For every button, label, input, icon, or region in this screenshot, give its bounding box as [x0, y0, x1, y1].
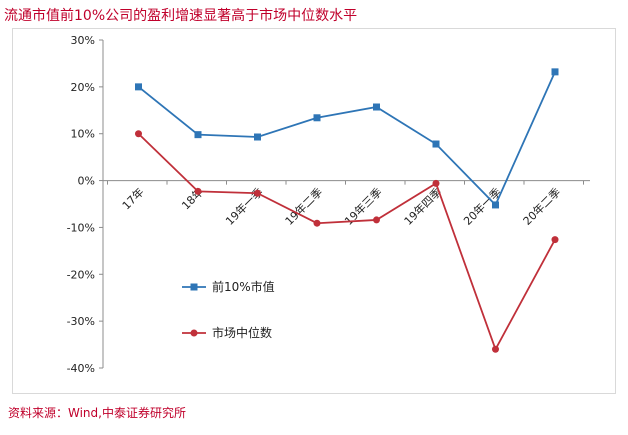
x-tick-label: 17年 [119, 185, 147, 213]
y-tick-label: 30% [71, 34, 95, 47]
legend-marker [190, 329, 198, 337]
x-tick-label: 20年二季 [520, 185, 563, 228]
y-tick-label: -20% [67, 268, 95, 281]
legend-label: 前10%市值 [212, 279, 275, 294]
data-point [194, 187, 202, 195]
y-tick-label: 0% [78, 175, 95, 188]
y-tick-label: 10% [71, 128, 95, 141]
chart-title: 流通市值前10%公司的盈利增速显著高于市场中位数水平 [4, 8, 358, 24]
data-point [551, 236, 559, 244]
data-point [432, 140, 440, 148]
data-point [135, 83, 142, 91]
data-point [313, 219, 321, 227]
x-tick-label: 18年 [179, 185, 207, 213]
y-tick-label: -10% [67, 221, 95, 234]
data-point [492, 345, 499, 353]
data-point [373, 103, 380, 111]
data-point [551, 68, 559, 76]
data-point [254, 189, 261, 197]
axes: -40%-30%-20%-10%0%10%20%30%17年 18年 19年一季 19… [67, 34, 590, 375]
y-tick-label: -40% [67, 362, 95, 375]
source-note: 资料来源：Wind,中泰证券研究所 [8, 406, 186, 420]
y-tick-label: -30% [67, 315, 95, 328]
y-tick-label: 20% [71, 81, 95, 94]
series-line [137, 71, 556, 207]
data-point [194, 131, 202, 139]
legend-marker [190, 283, 198, 291]
data-point [135, 130, 142, 138]
data-point [313, 114, 321, 122]
data-point [492, 201, 499, 209]
data-point [373, 216, 380, 224]
chart-area [12, 28, 616, 394]
series-line [137, 133, 556, 352]
data-point [432, 179, 440, 187]
series-layer [135, 68, 559, 353]
legend-label: 市场中位数 [212, 325, 272, 340]
data-point [254, 133, 261, 141]
